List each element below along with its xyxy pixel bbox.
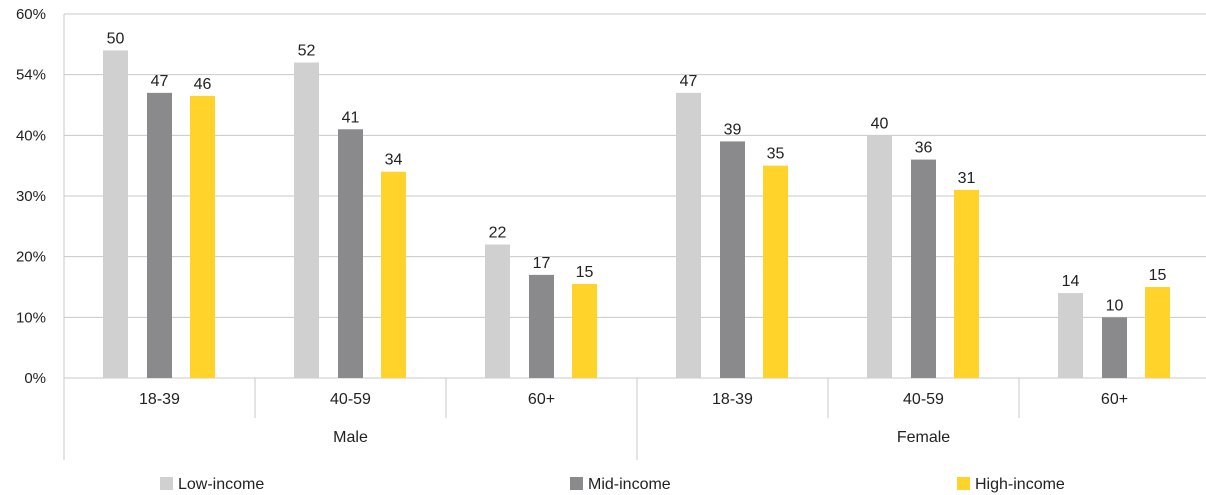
- data-label: 47: [680, 73, 698, 90]
- gridlines: [64, 13, 1206, 379]
- bar-high-income: [381, 171, 406, 378]
- y-tick-label: 60%: [16, 6, 46, 23]
- data-label: 40: [871, 115, 889, 132]
- bar-low-income: [676, 92, 701, 378]
- data-label: 39: [724, 121, 742, 138]
- x-tick-label: 60+: [528, 391, 555, 408]
- group-label: Female: [897, 429, 950, 446]
- y-tick-label: 40%: [16, 127, 46, 144]
- data-labels: 50 47 46 52 41 34 22 17 15 47 39 35 40 36 31 14 10 15: [107, 30, 1167, 314]
- data-label: 15: [1149, 267, 1167, 284]
- data-label: 31: [958, 170, 976, 187]
- bar-mid-income: [338, 129, 363, 378]
- x-tick-label: 40-59: [330, 391, 371, 408]
- data-label: 35: [767, 146, 785, 163]
- x-axis: 18-39 40-59 60+ 18-39 40-59 60+ Male Female: [63, 14, 1128, 460]
- legend-swatch: [160, 477, 173, 490]
- y-tick-label: 30%: [16, 188, 46, 205]
- bar-low-income: [1058, 293, 1083, 378]
- bar-high-income: [572, 283, 597, 378]
- bars: [103, 50, 1170, 379]
- legend: Low-income Mid-income High-income: [160, 476, 1065, 493]
- bar-high-income: [1145, 287, 1170, 378]
- y-tick-label: 20%: [16, 249, 46, 266]
- data-label: 46: [194, 76, 212, 93]
- data-label: 41: [342, 109, 360, 126]
- bar-high-income: [763, 165, 788, 378]
- legend-label: Mid-income: [588, 476, 671, 493]
- data-label: 52: [298, 43, 316, 60]
- group-label: Male: [333, 429, 368, 446]
- data-label: 36: [915, 140, 933, 157]
- x-tick-label: 18-39: [139, 391, 180, 408]
- bar-mid-income: [1102, 317, 1127, 378]
- bar-mid-income: [529, 274, 554, 378]
- data-label: 15: [576, 264, 594, 281]
- legend-swatch: [957, 477, 970, 490]
- data-label: 34: [385, 152, 403, 169]
- y-tick-label: 54%: [16, 67, 46, 84]
- bar-low-income: [294, 62, 319, 379]
- y-tick-label: 10%: [16, 309, 46, 326]
- y-tick-label: 0%: [24, 370, 46, 387]
- bar-low-income: [867, 135, 892, 378]
- x-tick-label: 60+: [1101, 391, 1128, 408]
- legend-label: High-income: [975, 476, 1065, 493]
- bar-high-income: [954, 189, 979, 378]
- y-axis-tick-labels: 0% 10% 20% 30% 40% 54% 60%: [16, 6, 46, 387]
- bar-mid-income: [911, 159, 936, 378]
- data-label: 14: [1062, 273, 1080, 290]
- legend-label: Low-income: [178, 476, 264, 493]
- data-label: 47: [151, 73, 169, 90]
- data-label: 50: [107, 30, 125, 47]
- x-tick-label: 18-39: [712, 391, 753, 408]
- data-label: 17: [533, 255, 551, 272]
- legend-swatch: [570, 477, 583, 490]
- x-tick-label: 40-59: [903, 391, 944, 408]
- bar-mid-income: [720, 141, 745, 378]
- bar-low-income: [485, 244, 510, 378]
- bar-high-income: [190, 95, 215, 379]
- data-label: 22: [489, 225, 507, 242]
- bar-low-income: [103, 50, 128, 379]
- data-label: 10: [1106, 297, 1124, 314]
- bar-mid-income: [147, 92, 172, 378]
